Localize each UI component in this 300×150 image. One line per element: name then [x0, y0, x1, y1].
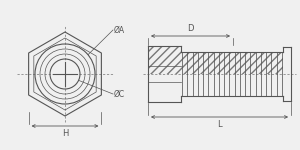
- Text: ØA: ØA: [114, 26, 125, 34]
- Text: H: H: [62, 129, 68, 138]
- Bar: [148, 46, 181, 74]
- Bar: [181, 52, 283, 74]
- Text: D: D: [187, 24, 194, 33]
- Text: L: L: [217, 120, 222, 129]
- Text: ØC: ØC: [114, 90, 125, 99]
